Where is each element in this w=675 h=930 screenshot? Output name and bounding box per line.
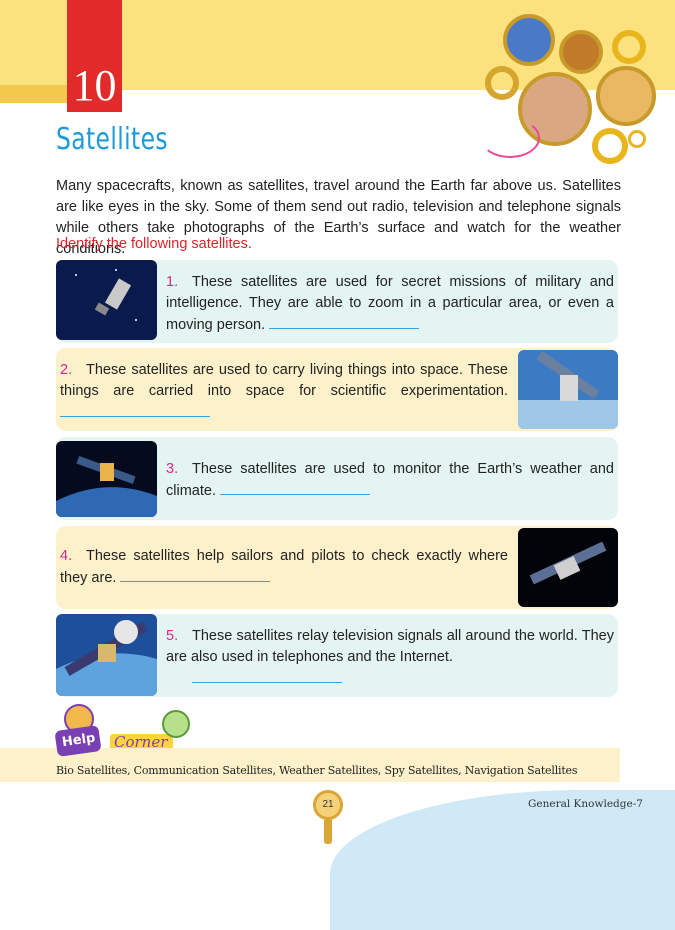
intro-paragraph: Many spacecrafts, known as satellites, t… <box>56 178 621 257</box>
pyramids-photo <box>596 66 656 126</box>
question-5: 5. These satellites relay television sign… <box>166 626 614 690</box>
page-number: 21 <box>313 790 343 820</box>
answer-blank[interactable] <box>120 567 271 582</box>
footer-wave <box>330 790 675 930</box>
swirl-decoration <box>480 118 540 158</box>
answer-blank[interactable] <box>269 314 420 329</box>
corner-label: Corner <box>109 733 174 751</box>
chapter-title: Satellites <box>56 122 168 157</box>
question-text: These satellites are used to monitor the… <box>166 461 614 499</box>
ring-decoration <box>612 30 646 64</box>
question-number: 5. <box>166 628 179 644</box>
ring-decoration <box>628 130 646 148</box>
help-tag-label: Help <box>61 730 97 751</box>
help-corner-strip <box>0 748 620 782</box>
magnifier-handle <box>324 818 332 844</box>
answer-blank[interactable] <box>60 402 210 417</box>
book-title: General Knowledge-7 <box>528 798 643 810</box>
sports-photo <box>503 14 555 66</box>
question-text: These satellites help sailors and pilots… <box>60 548 508 586</box>
instruction: Identify the following satellites. <box>56 236 252 252</box>
chapter-box <box>67 0 122 112</box>
question-card-2: 2. These satellites are used to carry liv… <box>56 348 618 431</box>
ring-decoration <box>592 128 628 164</box>
dragonfly-mascot-icon <box>162 710 190 738</box>
question-card-3: 3. These satellites are used to monitor t… <box>56 437 618 520</box>
question-text: These satellites are used for secret mis… <box>166 274 614 333</box>
question-card-1: 1. These satellites are used for secret m… <box>56 260 618 343</box>
chapter-number: 10 <box>72 61 117 110</box>
question-3: 3. These satellites are used to monitor t… <box>166 459 614 502</box>
question-2: 2. These satellites are used to carry liv… <box>60 360 508 424</box>
ring-decoration <box>485 66 519 100</box>
question-number: 3. <box>166 461 179 477</box>
question-card-4: 4. These satellites help sailors and pilo… <box>56 526 618 609</box>
question-number: 1. <box>166 274 179 290</box>
navigation-satellite-image <box>518 528 618 607</box>
spy-satellite-image <box>56 260 157 340</box>
question-card-5: 5. These satellites relay television sign… <box>56 614 618 697</box>
weather-satellite-image <box>56 441 157 517</box>
question-4: 4. These satellites help sailors and pilo… <box>60 546 508 589</box>
help-answers: Bio Satellites, Communication Satellites… <box>56 764 578 777</box>
question-number: 4. <box>60 548 73 564</box>
question-text: These satellites relay television signal… <box>166 628 614 665</box>
question-1: 1. These satellites are used for secret m… <box>166 272 614 336</box>
communication-satellite-image <box>56 614 157 696</box>
question-text: These satellites are used to carry livin… <box>60 362 508 399</box>
bio-satellite-image <box>518 350 618 429</box>
question-number: 2. <box>60 362 73 378</box>
portrait-photo <box>518 72 592 146</box>
answer-blank[interactable] <box>220 480 370 495</box>
answer-blank[interactable] <box>192 668 342 683</box>
tiger-photo <box>559 30 603 74</box>
